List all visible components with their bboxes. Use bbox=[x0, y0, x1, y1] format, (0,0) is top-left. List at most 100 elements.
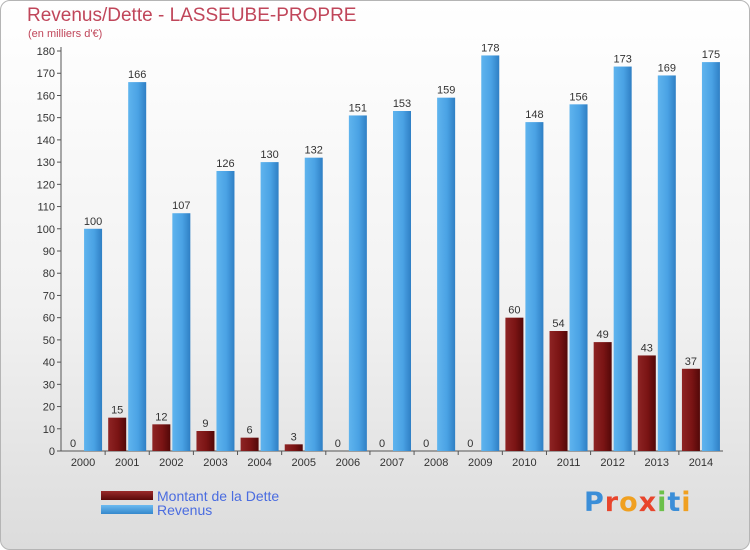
x-tick-label: 2013 bbox=[645, 457, 669, 469]
debt-value-label: 54 bbox=[552, 318, 564, 330]
revenue-value-label: 153 bbox=[393, 98, 411, 110]
legend-item-debt: Montant de la Dette bbox=[101, 487, 280, 504]
y-tick-label: 20 bbox=[43, 402, 55, 414]
debt-value-label: 60 bbox=[508, 305, 520, 317]
legend-label-revenue: Revenus bbox=[157, 501, 213, 518]
revenue-value-label: 159 bbox=[437, 85, 455, 97]
revenue-value-label: 178 bbox=[481, 42, 499, 54]
y-tick-label: 140 bbox=[37, 135, 55, 147]
debt-bar bbox=[505, 317, 524, 451]
y-tick-label: 150 bbox=[37, 113, 55, 125]
x-tick-label: 2006 bbox=[336, 457, 360, 469]
revenue-bar bbox=[128, 82, 147, 451]
y-tick-label: 10 bbox=[43, 424, 55, 436]
debt-bar bbox=[549, 331, 568, 451]
x-tick-label: 2002 bbox=[159, 457, 183, 469]
revenue-bar bbox=[481, 55, 500, 451]
x-tick-label: 2008 bbox=[424, 457, 448, 469]
x-tick-label: 2003 bbox=[203, 457, 227, 469]
legend-label-debt: Montant de la Dette bbox=[157, 487, 280, 504]
debt-value-label: 0 bbox=[335, 438, 341, 450]
y-tick-label: 80 bbox=[43, 268, 55, 280]
chart-title: Revenus/Dette - LASSEUBE-PROPRE bbox=[27, 5, 357, 26]
x-tick-label: 2011 bbox=[557, 457, 581, 469]
debt-value-label: 0 bbox=[379, 438, 385, 450]
revenue-bar bbox=[701, 62, 720, 451]
y-tick-label: 70 bbox=[43, 290, 55, 302]
revenue-value-label: 107 bbox=[172, 200, 190, 212]
debt-bar bbox=[108, 417, 127, 451]
x-tick-label: 2007 bbox=[380, 457, 404, 469]
revenue-value-label: 166 bbox=[128, 69, 146, 81]
revenue-bar bbox=[172, 213, 191, 451]
debt-value-label: 6 bbox=[247, 425, 253, 437]
debt-value-label: 0 bbox=[423, 438, 429, 450]
legend-swatch-debt bbox=[101, 491, 153, 500]
revenue-value-label: 151 bbox=[349, 102, 367, 114]
logo-letter: r bbox=[604, 487, 620, 518]
debt-bar bbox=[593, 342, 612, 451]
revenue-value-label: 173 bbox=[613, 54, 631, 66]
logo-letter: o bbox=[619, 487, 639, 518]
revenue-value-label: 148 bbox=[525, 109, 543, 121]
y-tick-label: 40 bbox=[43, 357, 55, 369]
logo-letter: x bbox=[638, 487, 658, 518]
y-tick-label: 120 bbox=[37, 179, 55, 191]
y-tick-label: 30 bbox=[43, 379, 55, 391]
x-tick-label: 2014 bbox=[689, 457, 713, 469]
axes: 0102030405060708090100110120130140150160… bbox=[37, 46, 723, 469]
revenue-value-label: 126 bbox=[216, 158, 234, 170]
y-tick-label: 0 bbox=[49, 446, 55, 458]
revenue-bar bbox=[260, 162, 279, 451]
y-tick-label: 160 bbox=[37, 90, 55, 102]
revenue-bar bbox=[393, 111, 411, 451]
revenue-bar bbox=[304, 157, 323, 451]
x-tick-label: 2012 bbox=[600, 457, 624, 469]
revenue-bar bbox=[348, 115, 367, 451]
x-tick-label: 2001 bbox=[115, 457, 139, 469]
revenue-value-label: 156 bbox=[569, 91, 587, 103]
legend-swatch-revenue bbox=[101, 505, 153, 514]
debt-bar bbox=[681, 368, 700, 451]
revenue-bar bbox=[657, 75, 676, 451]
debt-value-label: 12 bbox=[155, 411, 167, 423]
y-tick-label: 170 bbox=[37, 68, 55, 80]
revenue-bar bbox=[613, 66, 632, 452]
debt-value-label: 49 bbox=[597, 329, 609, 341]
y-tick-label: 60 bbox=[43, 313, 55, 325]
debt-value-label: 37 bbox=[685, 356, 697, 368]
y-tick-label: 100 bbox=[37, 224, 55, 236]
debt-bar bbox=[284, 444, 303, 451]
logo-letter: t bbox=[667, 487, 682, 518]
logo-letter: P bbox=[584, 487, 605, 518]
x-tick-label: 2009 bbox=[468, 457, 492, 469]
legend-item-revenue: Revenus bbox=[101, 501, 213, 518]
x-tick-label: 2010 bbox=[512, 457, 536, 469]
debt-bar bbox=[196, 431, 215, 451]
debt-value-label: 43 bbox=[641, 342, 653, 354]
revenue-bar bbox=[437, 97, 456, 452]
debt-bar bbox=[152, 424, 171, 451]
x-tick-label: 2004 bbox=[247, 457, 271, 469]
revenue-bar bbox=[569, 104, 588, 451]
debt-bar bbox=[637, 355, 656, 451]
debt-value-label: 0 bbox=[70, 438, 76, 450]
debt-bar bbox=[240, 437, 259, 451]
x-tick-label: 2000 bbox=[71, 457, 95, 469]
revenue-value-label: 169 bbox=[658, 62, 676, 74]
data-labels: 0 100 15 166 12 107 9 126 6 130 3 132 0 151 0 153 0 159 0 1… bbox=[70, 42, 720, 450]
y-tick-label: 50 bbox=[43, 335, 55, 347]
y-tick-label: 180 bbox=[37, 46, 55, 58]
debt-value-label: 3 bbox=[291, 431, 297, 443]
y-tick-label: 130 bbox=[37, 157, 55, 169]
proxiti-logo: Proxiti bbox=[584, 487, 692, 518]
logo-letter: i bbox=[681, 487, 692, 518]
y-tick-label: 110 bbox=[37, 202, 55, 214]
revenue-value-label: 175 bbox=[702, 49, 720, 61]
revenue-bar bbox=[84, 228, 103, 451]
bars bbox=[84, 55, 720, 452]
y-tick-label: 90 bbox=[43, 246, 55, 258]
chart-subtitle: (en milliers d'€) bbox=[28, 28, 103, 40]
